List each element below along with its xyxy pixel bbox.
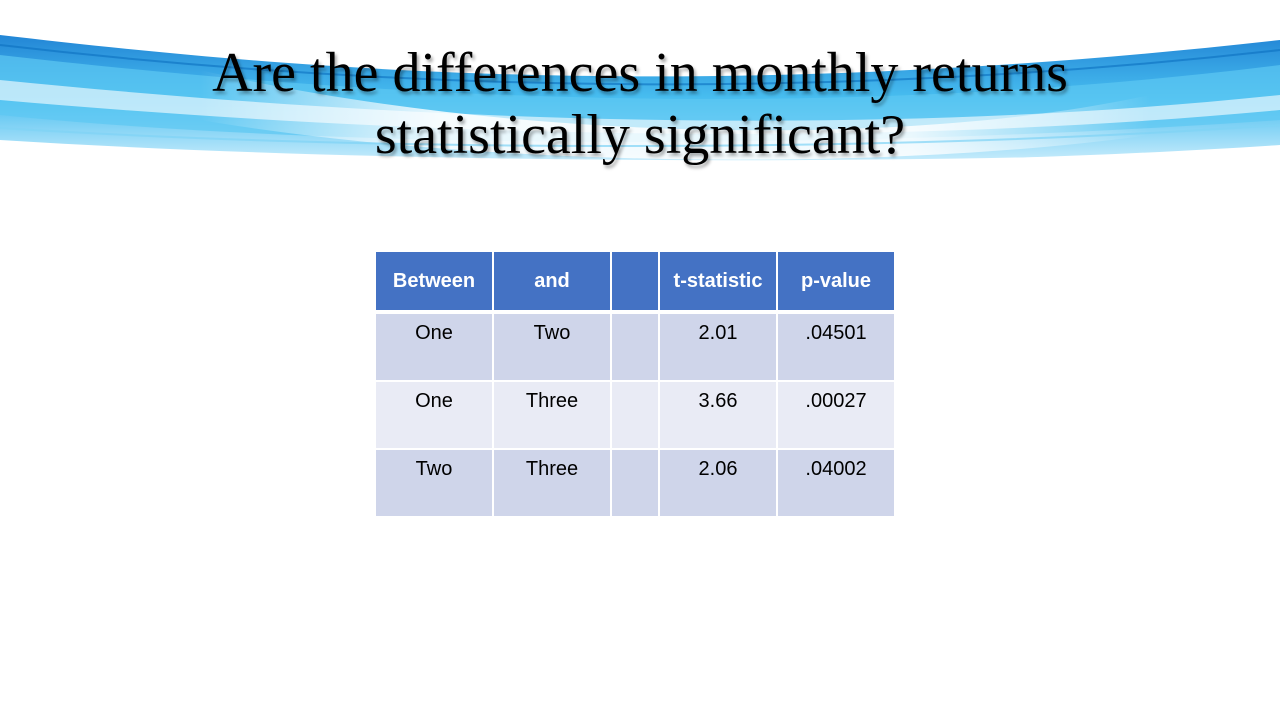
cell-blank xyxy=(610,311,660,382)
title-line-1: Are the differences in monthly returns xyxy=(212,42,1068,104)
cell-and: Three xyxy=(492,448,612,518)
title-line-2: statistically significant? xyxy=(374,104,906,166)
header-and: and xyxy=(492,250,612,314)
header-t-statistic: t-statistic xyxy=(658,250,778,314)
cell-p-value: .04002 xyxy=(776,448,896,518)
cell-between: Two xyxy=(374,448,494,518)
cell-between: One xyxy=(374,380,494,450)
table-row: One Two 2.01 .04501 xyxy=(374,311,896,382)
significance-table: Between and t-statistic p-value One Two … xyxy=(374,250,896,518)
cell-p-value: .00027 xyxy=(776,380,896,450)
header-p-value: p-value xyxy=(776,250,896,314)
cell-blank xyxy=(610,380,660,450)
cell-and: Three xyxy=(492,380,612,450)
cell-t-statistic: 2.06 xyxy=(658,448,778,518)
wave-banner-decoration xyxy=(0,35,1280,190)
table-row: Two Three 2.06 .04002 xyxy=(374,448,896,518)
cell-t-statistic: 3.66 xyxy=(658,380,778,450)
cell-t-statistic: 2.01 xyxy=(658,311,778,382)
slide-title: Are the differences in monthly returns s… xyxy=(0,42,1280,166)
cell-and: Two xyxy=(492,311,612,382)
table-row: One Three 3.66 .00027 xyxy=(374,380,896,450)
table-header-row: Between and t-statistic p-value xyxy=(374,250,896,314)
cell-blank xyxy=(610,448,660,518)
cell-between: One xyxy=(374,311,494,382)
header-between: Between xyxy=(374,250,494,314)
cell-p-value: .04501 xyxy=(776,311,896,382)
header-blank xyxy=(610,250,660,314)
